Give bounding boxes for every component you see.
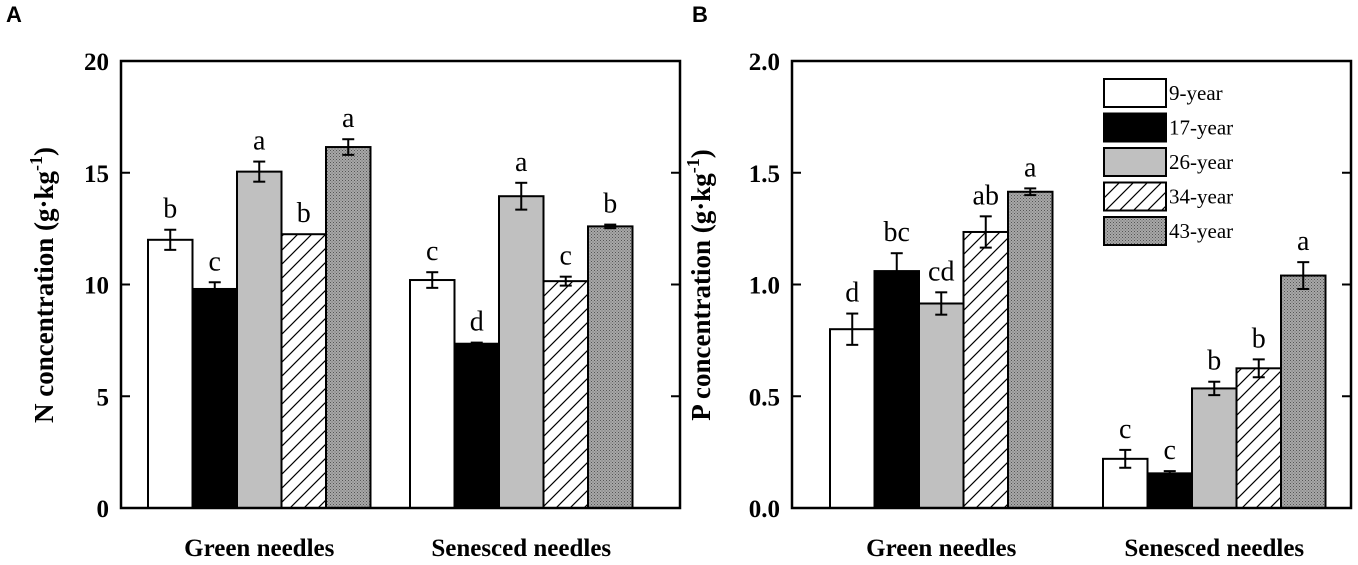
y-tick-label: 1.5: [749, 161, 780, 188]
bar-43-year: [325, 146, 372, 510]
legend-label: 17-year: [1169, 116, 1233, 140]
bar-26-year: [236, 170, 283, 509]
category-label: Green needles: [184, 535, 334, 562]
legend-label: 34-year: [1169, 185, 1233, 209]
significance-label: bc: [884, 217, 910, 248]
y-tick-label: 2.0: [749, 49, 780, 76]
y-ticks: 0 5 10 15 20: [84, 49, 680, 523]
significance-label: c: [560, 241, 572, 272]
bar-17-year: [1146, 472, 1193, 510]
legend-label: 26-year: [1169, 150, 1233, 174]
significance-label: d: [845, 278, 859, 309]
significance-label: b: [603, 189, 617, 220]
bar-43-year: [1007, 190, 1054, 509]
significance-label: c: [209, 246, 221, 277]
significance-label: c: [1164, 435, 1176, 466]
y-tick-label: 15: [84, 161, 109, 188]
category-label: Senesced needles: [431, 535, 611, 562]
y-axis-title-sup: -1: [683, 158, 703, 173]
legend-swatch-43-year: [1103, 216, 1167, 246]
y-tick-label: 1.0: [749, 273, 780, 300]
legend-swatch-17-year: [1103, 112, 1167, 143]
significance-label: c: [426, 236, 438, 267]
panel-b: B P concentration (g·kg-1) dbccdabaGreen…: [683, 2, 1353, 562]
bar-9-year: [409, 279, 456, 509]
bar-26-year: [498, 195, 545, 509]
y-ticks: 0.0 0.5 1.0 1.5 2.0: [749, 49, 1351, 523]
y-tick-label: 0: [97, 496, 110, 523]
significance-label: b: [1207, 346, 1221, 377]
legend-swatch-26-year: [1103, 147, 1167, 177]
y-axis-title-main: P concentration (g·kg: [686, 173, 716, 421]
bar-9-year: [829, 328, 876, 510]
significance-label: b: [163, 194, 177, 225]
bar-34-year: [1235, 367, 1282, 509]
y-axis-title: N concentration (g·kg-1): [26, 147, 59, 423]
category-label: Green needles: [866, 535, 1016, 562]
y-axis-title-main: N concentration (g·kg: [29, 171, 59, 423]
y-axis-title-close: ): [686, 149, 716, 158]
legend-label: 9-year: [1169, 81, 1223, 105]
legend-label: 43-year: [1169, 219, 1233, 243]
significance-label: b: [297, 198, 311, 229]
y-tick-label: 0.0: [749, 496, 780, 523]
bar-43-year: [1280, 274, 1327, 509]
panel-letter: B: [692, 2, 708, 27]
legend-swatch-9-year: [1103, 78, 1167, 108]
significance-label: b: [1252, 323, 1266, 354]
bar-43-year: [587, 225, 634, 509]
bar-17-year: [191, 287, 238, 509]
significance-label: a: [515, 147, 528, 178]
significance-label: a: [253, 126, 266, 157]
plot-frame: [119, 59, 682, 510]
bar-34-year: [962, 230, 1009, 509]
significance-label: ab: [973, 180, 999, 211]
y-tick-label: 0.5: [749, 384, 780, 411]
y-axis-title-close: ): [29, 147, 59, 156]
bar-17-year: [453, 342, 500, 510]
y-axis-title-sup: -1: [26, 156, 46, 171]
bar-34-year: [280, 233, 327, 509]
bar-26-year: [1191, 387, 1238, 509]
bar-26-year: [918, 302, 965, 509]
y-tick-label: 10: [84, 273, 109, 300]
panel-letter: A: [6, 2, 22, 27]
significance-label: a: [1024, 152, 1037, 183]
y-axis-title: P concentration (g·kg-1): [683, 149, 716, 420]
significance-label: a: [1297, 226, 1310, 257]
significance-label: cd: [928, 256, 954, 287]
plot-frame: [790, 59, 1353, 510]
significance-label: c: [1119, 414, 1131, 445]
y-tick-label: 20: [84, 49, 109, 76]
legend-swatch-34-year: [1103, 181, 1167, 212]
significance-label: d: [470, 307, 484, 338]
legend: 9-year 17-year 26-year 34-year 43-year: [1103, 78, 1233, 246]
bar-17-year: [873, 270, 920, 509]
bar-9-year: [147, 238, 194, 510]
y-tick-label: 5: [97, 384, 110, 411]
category-label: Senesced needles: [1124, 535, 1304, 562]
significance-label: a: [342, 103, 355, 134]
bar-34-year: [542, 280, 589, 509]
